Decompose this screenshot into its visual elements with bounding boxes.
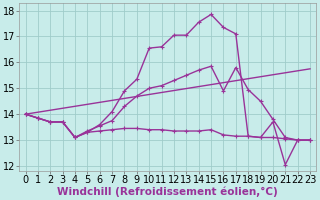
X-axis label: Windchill (Refroidissement éolien,°C): Windchill (Refroidissement éolien,°C) (57, 187, 278, 197)
